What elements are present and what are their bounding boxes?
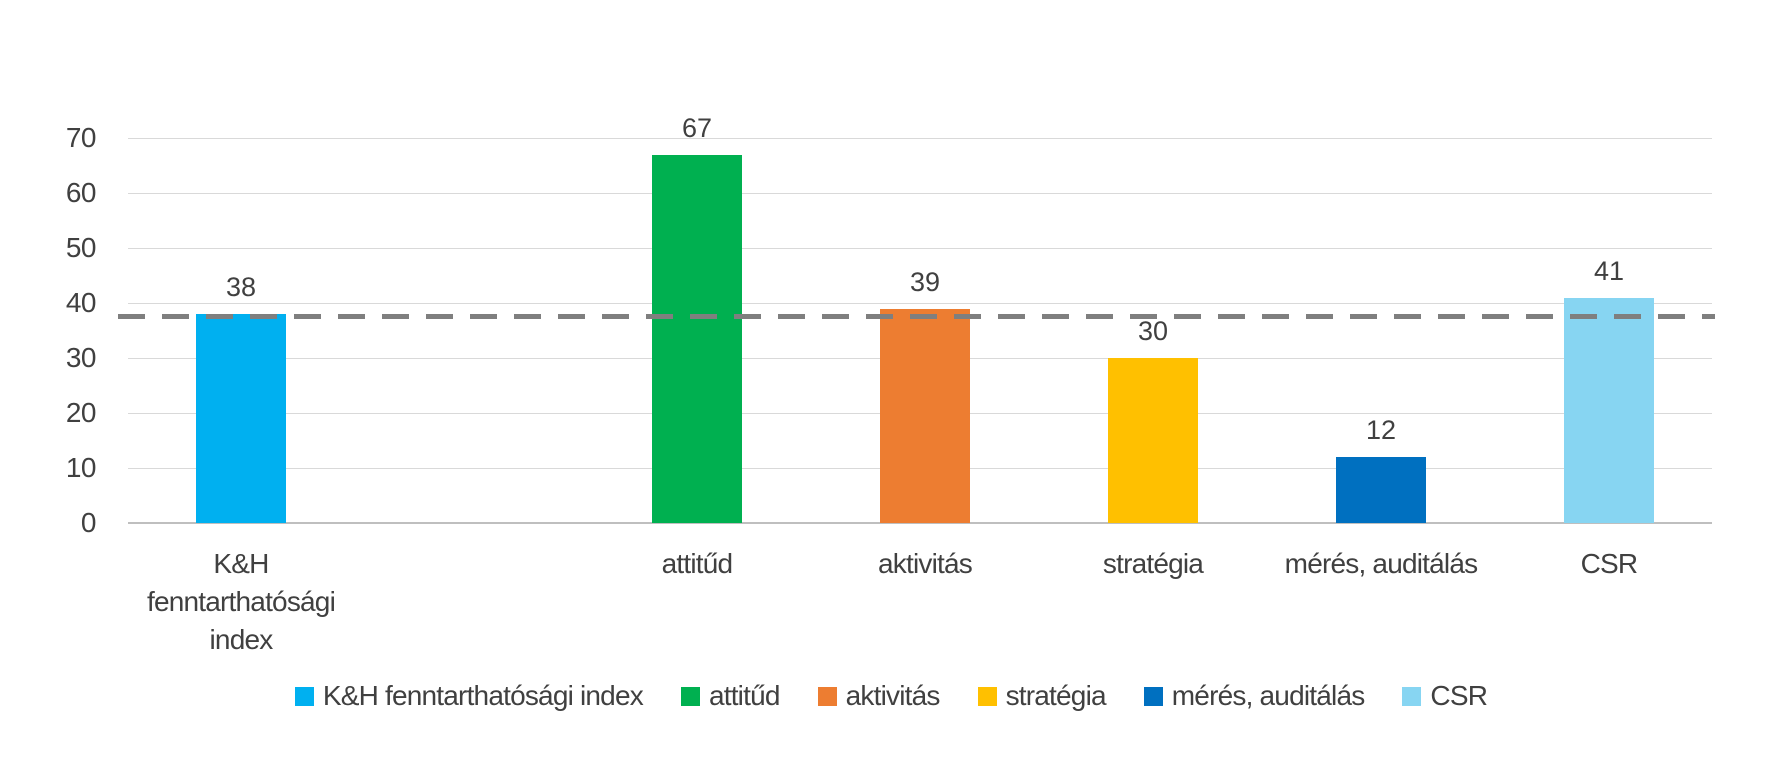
y-tick-label: 10 [65, 452, 97, 483]
legend-label: K&H fenntarthatósági index [322, 680, 644, 711]
bar-value-label: 67 [681, 112, 713, 143]
legend-item: K&H fenntarthatósági index [294, 680, 644, 712]
x-axis-label: CSR [1580, 548, 1639, 579]
bar-1 [196, 314, 286, 523]
bar-3 [880, 308, 970, 523]
y-tick-label: 20 [65, 397, 97, 428]
legend-swatch-icon [1143, 686, 1163, 706]
x-axis-line [128, 522, 1712, 524]
bar-2 [652, 154, 742, 523]
y-tick-label: 70 [65, 122, 97, 153]
bar-5 [1336, 457, 1426, 523]
bar-value-label: 39 [909, 266, 941, 297]
bar-value-label: 12 [1365, 415, 1397, 445]
x-axis-label: aktivitás [878, 548, 973, 579]
legend-swatch-icon [1402, 686, 1422, 706]
legend-item: attitűd [680, 680, 780, 712]
legend-item: mérés, auditálás [1143, 680, 1365, 712]
x-axis-label: stratégia [1102, 548, 1204, 579]
legend-swatch-icon [977, 686, 997, 706]
bar-value-label: 38 [225, 272, 257, 302]
legend-item: aktivitás [817, 680, 941, 712]
x-axis-label: attitűd [661, 548, 733, 579]
legend-item: stratégia [977, 680, 1107, 712]
x-axis-label: mérés, auditálás [1284, 548, 1478, 579]
x-axis-label: K&H fenntarthatósági index [146, 548, 336, 655]
gridline [128, 247, 1712, 249]
reference-dashed-line [118, 314, 1715, 320]
legend-swatch-icon [294, 686, 314, 706]
legend-swatch-icon [817, 686, 837, 706]
bar-6 [1564, 297, 1654, 523]
y-tick-label: 30 [65, 342, 97, 373]
bar-4 [1108, 358, 1198, 523]
legend-label: mérés, auditálás [1171, 680, 1365, 711]
legend-label: attitűd [708, 680, 780, 711]
legend-label: aktivitás [845, 680, 941, 711]
legend-item: CSR [1402, 680, 1488, 712]
legend-swatch-icon [680, 686, 700, 706]
legend-label: CSR [1430, 680, 1488, 711]
gridline [128, 302, 1712, 304]
gridline [128, 137, 1712, 139]
legend: K&H fenntarthatósági index attitűd aktivit… [0, 680, 1782, 712]
plot-area: 38 67 39 30 12 41 [118, 113, 1715, 524]
y-tick-label: 50 [65, 232, 97, 263]
bar-value-label: 41 [1593, 255, 1625, 286]
y-tick-label: 0 [80, 507, 97, 538]
gridline [128, 192, 1712, 194]
legend-label: stratégia [1005, 680, 1107, 711]
y-tick-label: 40 [65, 287, 97, 318]
y-tick-label: 60 [65, 177, 97, 208]
bar-value-label: 30 [1137, 316, 1169, 346]
